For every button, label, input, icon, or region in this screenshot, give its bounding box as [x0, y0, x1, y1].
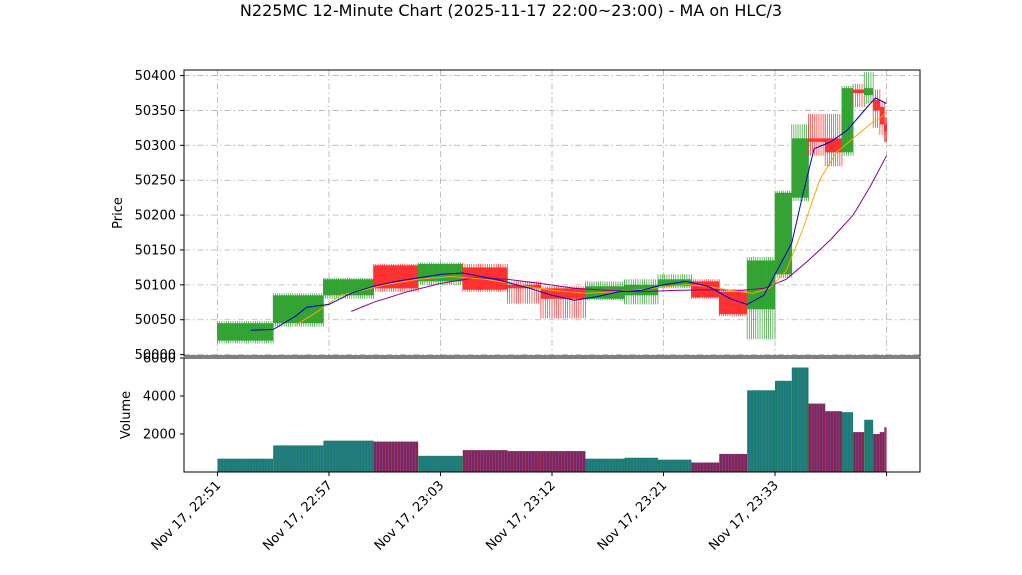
candle-body [719, 291, 748, 315]
volume-axis-label: Volume [119, 391, 134, 439]
volume-y-axis: 2000 4000 6000 [143, 352, 184, 443]
volume-bar-fill [462, 450, 508, 472]
volume-bar [507, 451, 541, 472]
price-y-tick-label: 50000 [135, 348, 176, 363]
x-tick-label: Nov 17, 23:12 [483, 478, 559, 554]
volume-bar [273, 445, 324, 472]
candle [746, 256, 776, 340]
candle [718, 289, 748, 317]
candle [373, 263, 419, 292]
x-tick-label: Nov 17, 23:33 [706, 478, 782, 554]
candle [808, 113, 826, 156]
volume-bar-fill [719, 453, 748, 472]
volume-bar-fill [323, 440, 374, 472]
price-y-tick-label: 50350 [135, 104, 176, 119]
volume-bar [808, 403, 826, 472]
volume-bar [323, 440, 374, 472]
volume-bar-fill [585, 458, 625, 472]
volume-bar-fill [864, 419, 874, 472]
price-y-axis: 50000 50050 50100 50150 50200 50250 50300 50350… [135, 69, 184, 363]
candle [841, 86, 854, 156]
volume-bar [879, 432, 885, 472]
candle [791, 124, 809, 202]
volume-bar [775, 380, 792, 472]
volume-panel: 2000 4000 6000 Volume [119, 352, 921, 473]
price-frame [183, 69, 921, 357]
candle [879, 102, 885, 135]
ma-short-line [250, 97, 887, 331]
ma-long-line [351, 155, 887, 312]
volume-bar-fill [624, 457, 658, 472]
candle [691, 279, 720, 299]
volume-bar [691, 462, 720, 472]
x-axis: Nov 17, 22:51 Nov 17, 22:57 Nov 17, 23:03 N… [149, 472, 888, 554]
volume-bar [373, 441, 419, 472]
volume-bar-fill [418, 455, 463, 472]
price-y-tick-label: 50300 [135, 139, 176, 154]
candle-body [323, 279, 374, 296]
volume-bar-fill [273, 445, 324, 472]
volume-bar [841, 412, 854, 472]
price-y-tick-label: 50200 [135, 209, 176, 224]
volume-bar [624, 457, 658, 472]
candle [883, 117, 887, 142]
price-y-tick-label: 50050 [135, 313, 176, 328]
volume-bar [864, 419, 874, 472]
volume-bar-fill [691, 462, 720, 472]
volume-bars [217, 367, 887, 472]
candle-body [841, 88, 854, 153]
price-y-tick-label: 50400 [135, 69, 176, 84]
volume-bar [853, 432, 865, 472]
price-panel: 50000 50050 50100 50150 50200 50250 50300 50350… [111, 69, 921, 363]
volume-y-tick-label: 2000 [143, 428, 176, 443]
volume-bar-fill [657, 459, 692, 472]
candle [852, 83, 865, 107]
candle-body [217, 323, 274, 341]
candle [217, 321, 274, 344]
x-tick-label: Nov 17, 23:21 [595, 478, 671, 554]
candle-body [853, 89, 865, 94]
volume-bar [585, 458, 625, 472]
volume-bar-fill [540, 451, 586, 472]
volume-bar [825, 411, 842, 472]
volume-y-tick-label: 6000 [143, 352, 176, 367]
candle-body [273, 295, 324, 324]
x-tick-label: Nov 17, 23:03 [372, 478, 448, 554]
volume-bar [540, 451, 586, 472]
moving-averages [250, 97, 887, 331]
price-y-tick-label: 50250 [135, 174, 176, 189]
volume-bar [747, 390, 776, 472]
candle-body [747, 260, 776, 310]
candle [272, 293, 324, 327]
ma-mid-line [295, 111, 887, 326]
x-tick-label: Nov 17, 22:51 [149, 478, 225, 554]
volume-bar [791, 367, 809, 472]
price-axis-label: Price [111, 197, 126, 229]
candle-body [873, 99, 880, 111]
candle [863, 72, 874, 104]
volume-bar [217, 458, 274, 472]
volume-bar [418, 455, 463, 472]
price-y-tick-label: 50100 [135, 278, 176, 293]
volume-bar [657, 459, 692, 472]
volume-bar [719, 453, 748, 472]
volume-bar-fill [747, 390, 776, 472]
candle [323, 277, 374, 299]
volume-bar-fill [217, 458, 274, 472]
price-y-tick-label: 50150 [135, 243, 176, 258]
candle [774, 190, 793, 278]
volume-bar-fill [373, 441, 419, 472]
volume-bar [462, 450, 508, 472]
volume-bar-fill [507, 451, 541, 472]
chart-title: N225MC 12-Minute Chart (2025-11-17 22:00… [240, 1, 782, 20]
x-tick-label: Nov 17, 22:57 [260, 478, 336, 554]
volume-bar [884, 427, 887, 472]
volume-y-tick-label: 4000 [143, 390, 176, 405]
volume-bar [873, 434, 880, 472]
